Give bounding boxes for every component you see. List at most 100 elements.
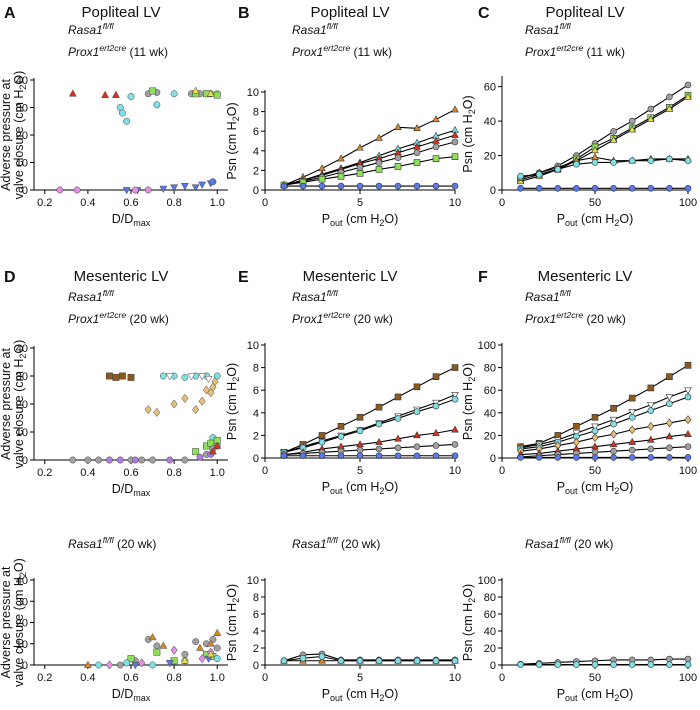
data-point [413, 124, 421, 131]
data-point [684, 661, 692, 668]
data-point [318, 438, 326, 446]
series-line [283, 367, 456, 453]
text-part: valve closure (cm H [12, 577, 26, 687]
data-point [375, 437, 383, 445]
text-part: Rasa1 [525, 290, 560, 304]
data-point [394, 123, 402, 130]
data-point [208, 447, 217, 455]
text-part: O) [461, 584, 475, 598]
data-point [337, 172, 345, 180]
data-point [665, 394, 674, 402]
data-point [591, 423, 599, 431]
text-part: 2 [231, 116, 241, 121]
data-point [198, 373, 207, 381]
data-point [192, 405, 200, 415]
data-point [131, 456, 139, 464]
y-tick-label: 100 [478, 340, 496, 352]
data-point [432, 155, 440, 162]
data-point [451, 396, 459, 403]
panel-letter: E [238, 269, 249, 286]
y-axis-label: Psn (cm H2O) [461, 584, 477, 661]
text-part: O) [619, 687, 633, 701]
text-part: out [565, 693, 578, 703]
data-point [318, 182, 326, 190]
data-point [56, 186, 64, 194]
y-axis-label: Adverse pressure at [0, 79, 13, 191]
text-part: 2 [614, 486, 619, 496]
text-part: Prox1 [525, 45, 556, 59]
text-part: Adverse pressure at [0, 79, 13, 191]
data-point [610, 404, 617, 412]
data-point [666, 93, 673, 101]
data-point [213, 436, 221, 444]
data-point [116, 104, 124, 111]
y-tick-label: 30 [16, 103, 28, 115]
data-point [356, 164, 364, 171]
data-point [170, 184, 179, 192]
text-part: Rasa1 [68, 537, 103, 551]
text-part: fl/fl [103, 288, 115, 298]
x-axis-label: Pout (cm H2O) [557, 480, 634, 496]
data-point [69, 456, 77, 464]
data-point [628, 414, 636, 421]
data-point [628, 425, 636, 435]
genotype-label: Rasa1fl/fl (20 wk) [525, 535, 613, 551]
text-part: (20 wk) [350, 312, 393, 326]
data-point [451, 130, 459, 138]
data-point [118, 109, 126, 117]
data-point [196, 643, 204, 651]
data-point [131, 186, 139, 194]
text-part: O) [225, 102, 239, 116]
y-tick-label: 0 [22, 185, 28, 197]
data-point [138, 658, 146, 668]
text-part: 2 [18, 572, 28, 577]
data-point [213, 91, 221, 99]
text-part: (11 wk) [126, 45, 168, 59]
x-axis-label: Pout (cm H2O) [322, 212, 399, 228]
data-point [413, 657, 421, 664]
series-line [520, 96, 689, 182]
data-point [591, 159, 599, 166]
data-point [138, 456, 146, 464]
text-part: max [133, 488, 151, 498]
y-tick-label: 4 [253, 408, 259, 420]
text-part: fl/fl [327, 288, 339, 298]
y-axis-label: valve closure (cm H2O) [12, 340, 28, 469]
data-point [432, 115, 440, 123]
data-point [111, 90, 120, 98]
data-point [149, 661, 157, 669]
genotype-label: Prox1ert2cre (20 wk) [292, 310, 393, 326]
text-part: O) [225, 584, 239, 598]
data-point [666, 661, 673, 668]
data-point [610, 429, 617, 439]
panel: E Mesenteric LV Rasa1fl/fl Prox1ert2cre (20… [225, 268, 461, 496]
data-point [196, 453, 204, 461]
data-point [375, 420, 383, 428]
y-tick-label: 4 [253, 626, 259, 638]
genotype-label: Prox1ert2cre (20 wk) [68, 310, 169, 326]
y-tick-label: 2 [253, 643, 259, 655]
data-point [666, 400, 673, 407]
data-point [213, 441, 222, 449]
x-tick-label: 5 [357, 672, 363, 684]
data-point [684, 185, 692, 192]
y-axis-label: Psn (cm H2O) [225, 584, 241, 661]
data-point [180, 183, 189, 191]
data-point [153, 101, 161, 109]
panel-letter: D [4, 269, 16, 286]
data-point [356, 452, 364, 459]
x-axis-label: D/Dmax [112, 212, 151, 228]
text-part: ert2cre [99, 43, 126, 53]
data-point [432, 136, 440, 144]
y-axis-label: Psn (cm H2O) [225, 102, 241, 179]
data-point [299, 654, 307, 662]
data-point [610, 454, 617, 461]
data-point [628, 408, 637, 416]
data-point [451, 105, 459, 113]
data-point [573, 423, 580, 430]
text-part: fl/fl [560, 288, 572, 298]
data-point [192, 638, 200, 645]
series-line [283, 429, 456, 456]
panel-letter: A [4, 5, 16, 22]
